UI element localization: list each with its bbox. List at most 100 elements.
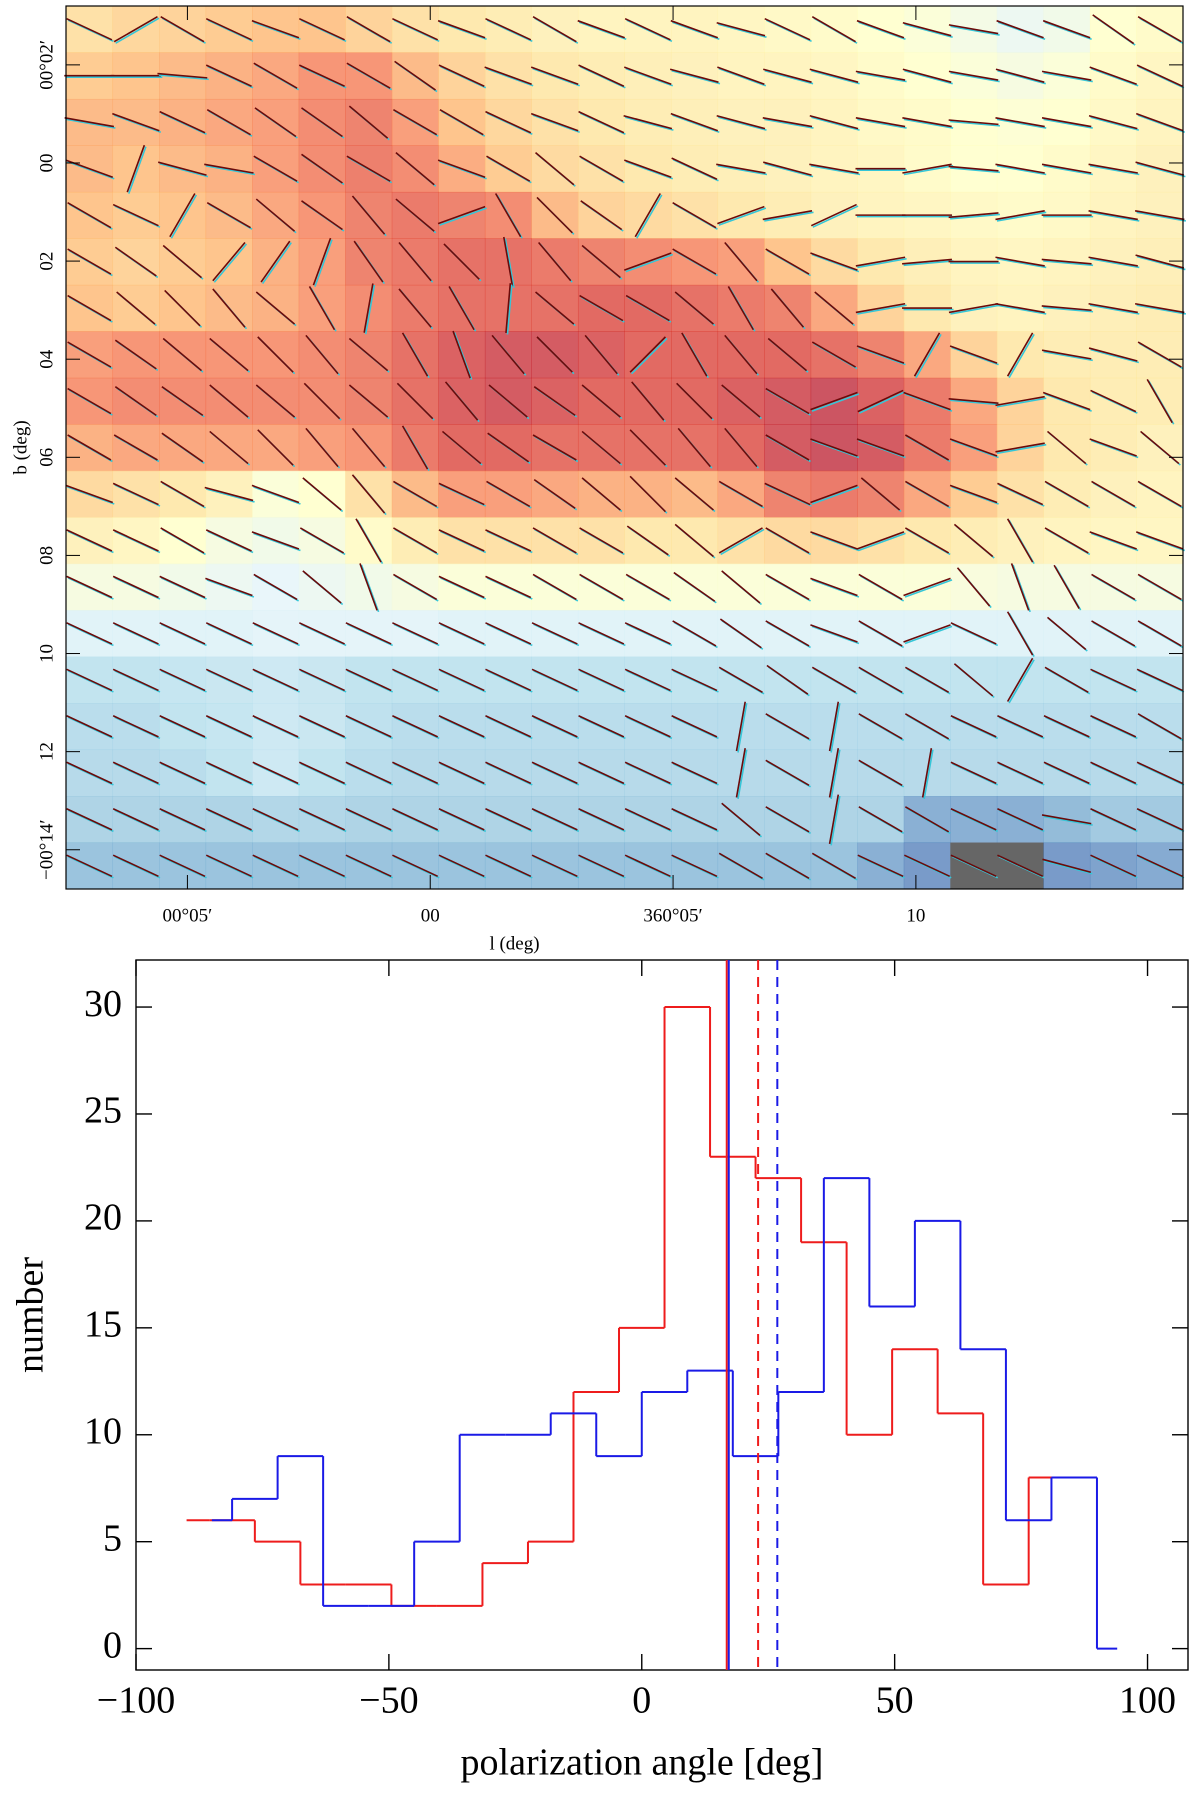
vector-line bbox=[581, 430, 621, 465]
vector-line bbox=[828, 701, 840, 752]
vector-line bbox=[579, 155, 624, 182]
polarization-vector bbox=[64, 74, 116, 79]
polarization-vector bbox=[204, 163, 256, 176]
vector-line bbox=[810, 438, 858, 457]
vector-line bbox=[532, 434, 577, 461]
polarization-vector bbox=[1006, 657, 1035, 704]
polarization-vector bbox=[629, 429, 668, 468]
vector-line bbox=[624, 17, 671, 41]
vector-line bbox=[531, 622, 578, 645]
vector-shadow bbox=[672, 21, 720, 41]
polarization-vector bbox=[348, 384, 390, 420]
polarization-vector bbox=[1041, 117, 1093, 129]
polarization-vector bbox=[904, 666, 951, 695]
vector-line bbox=[624, 66, 672, 86]
polarization-vector bbox=[66, 807, 114, 833]
polarization-vector bbox=[205, 807, 254, 833]
polarization-vector bbox=[624, 761, 673, 786]
polarization-vector bbox=[902, 214, 954, 218]
polarization-vector bbox=[1137, 16, 1184, 44]
vector-line bbox=[159, 622, 206, 645]
polarization-vector bbox=[578, 761, 626, 786]
vector-line bbox=[392, 715, 439, 738]
vector-line bbox=[624, 715, 671, 738]
polarization-vector bbox=[1042, 858, 1093, 875]
vector-line bbox=[345, 761, 392, 785]
vector-line bbox=[578, 761, 625, 785]
polarization-vector bbox=[531, 854, 580, 879]
vector-line bbox=[159, 110, 206, 134]
polarization-vector bbox=[66, 17, 114, 43]
polarization-vector bbox=[169, 193, 198, 239]
polarization-vector bbox=[113, 16, 160, 44]
vector-line bbox=[1044, 666, 1089, 694]
polarization-vector bbox=[717, 66, 767, 87]
polarization-vector bbox=[485, 668, 533, 693]
polarization-vector bbox=[765, 248, 811, 277]
vector-line bbox=[205, 715, 252, 738]
polarization-vector bbox=[629, 475, 668, 514]
polarization-vector bbox=[205, 64, 254, 89]
vector-line bbox=[735, 748, 746, 798]
vector-line bbox=[209, 384, 249, 418]
vector-shadow bbox=[532, 114, 580, 133]
vector-shadow bbox=[1137, 114, 1185, 133]
vector-line bbox=[673, 571, 716, 602]
x-tick-label: −50 bbox=[359, 1680, 418, 1722]
vector-shadow bbox=[66, 118, 116, 129]
vector-line bbox=[674, 291, 714, 325]
vector-shadow bbox=[904, 579, 953, 598]
vector-line bbox=[811, 341, 856, 368]
polarization-vector bbox=[531, 715, 580, 740]
vector-line bbox=[535, 291, 575, 325]
polarization-vector bbox=[157, 161, 209, 178]
polarization-vector bbox=[949, 484, 999, 505]
polarization-vector bbox=[401, 425, 430, 472]
polarization-vector bbox=[995, 256, 1047, 269]
polarization-vector bbox=[856, 19, 906, 41]
vector-shadow bbox=[439, 160, 487, 180]
vector-line bbox=[856, 531, 905, 550]
vector-shadow bbox=[1043, 260, 1094, 267]
vector-shadow bbox=[718, 207, 767, 226]
polarization-vector bbox=[579, 155, 625, 184]
vector-line bbox=[169, 193, 196, 238]
vector-line bbox=[503, 236, 514, 287]
vector-line bbox=[254, 107, 297, 138]
vector-line bbox=[735, 701, 746, 752]
polarization-vector bbox=[303, 382, 342, 421]
polarization-vector bbox=[505, 283, 513, 335]
vector-shadow bbox=[996, 397, 1047, 408]
vector-line bbox=[634, 193, 661, 238]
vector-shadow bbox=[1044, 393, 1092, 412]
vector-line bbox=[765, 434, 810, 461]
vector-line bbox=[671, 157, 718, 180]
vector-line bbox=[809, 114, 859, 130]
vector-line bbox=[448, 286, 475, 331]
polarization-vector bbox=[1136, 807, 1185, 833]
vector-shadow bbox=[717, 23, 767, 38]
vector-shadow bbox=[1136, 304, 1186, 315]
polarization-vector bbox=[995, 395, 1047, 408]
vector-line bbox=[765, 713, 810, 740]
vector-line bbox=[485, 17, 532, 41]
polarization-vector bbox=[1135, 161, 1186, 178]
polarization-vector bbox=[671, 715, 719, 740]
polarization-vector bbox=[828, 748, 841, 800]
vector-shadow bbox=[997, 69, 1046, 85]
polarization-vector bbox=[66, 668, 114, 693]
vector-line bbox=[66, 575, 113, 599]
vector-line bbox=[858, 620, 903, 647]
polarization-vector bbox=[997, 715, 1045, 740]
vector-line bbox=[579, 573, 624, 601]
vector-line bbox=[624, 668, 671, 692]
polarization-vector bbox=[532, 16, 579, 44]
vector-line bbox=[491, 334, 525, 375]
vector-shadow bbox=[951, 346, 999, 366]
vector-line bbox=[260, 240, 291, 283]
vector-line bbox=[67, 248, 112, 275]
polarization-vector bbox=[351, 427, 387, 469]
vector-line bbox=[452, 330, 471, 379]
polarization-vector bbox=[252, 668, 300, 693]
